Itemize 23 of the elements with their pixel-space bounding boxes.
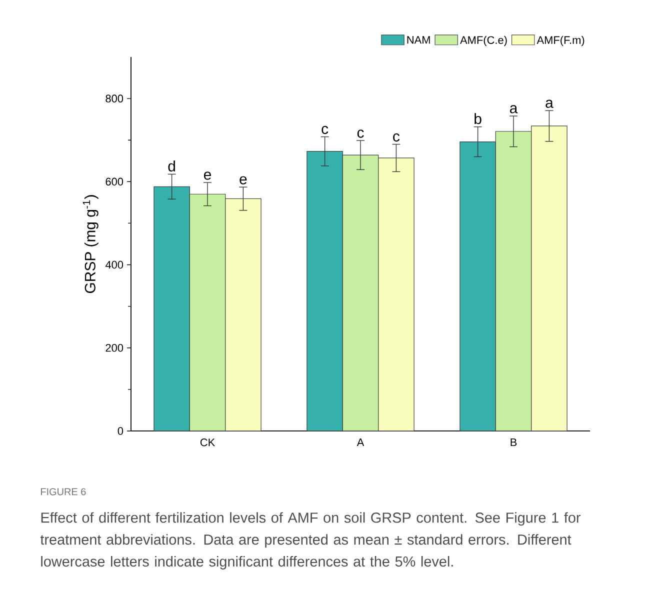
y-tick-label: 200 [106, 344, 124, 352]
x-tick-label: B [510, 438, 517, 446]
x-tick-label: A [356, 438, 364, 446]
y-tick-label: 800 [106, 94, 124, 102]
legend-label: AMF(C.e) [460, 36, 507, 46]
annotation: e [240, 176, 247, 184]
annotation: c [322, 126, 328, 134]
text: Effect of different fertilization levels of AMF on soil GRSP content. See Figure 1 for treatment abbreviations. Data are presented as mean ± standard errors. Different lowercase letters indicate significant differences at the 5% level. [40, 512, 581, 570]
legend-label: NAM [407, 36, 430, 44]
legend-label: AMF(F.m) [536, 36, 584, 46]
y-tick-label: 0 [118, 427, 124, 435]
y-tick-label: 600 [106, 178, 124, 186]
annotation: d [168, 160, 175, 172]
caption: FIGURE 6 [41, 488, 86, 496]
annotation: b [474, 113, 482, 124]
y-tick-label: 400 [105, 260, 124, 269]
annotation: a [546, 100, 554, 108]
annotation: e [204, 172, 211, 180]
annotation: a [510, 105, 518, 114]
annotation: c [357, 130, 364, 138]
y-axis-title: GRSP (mg g$^{-1}$) [82, 195, 98, 293]
x-tick-label: CK [200, 438, 215, 446]
annotation: c [393, 133, 400, 142]
